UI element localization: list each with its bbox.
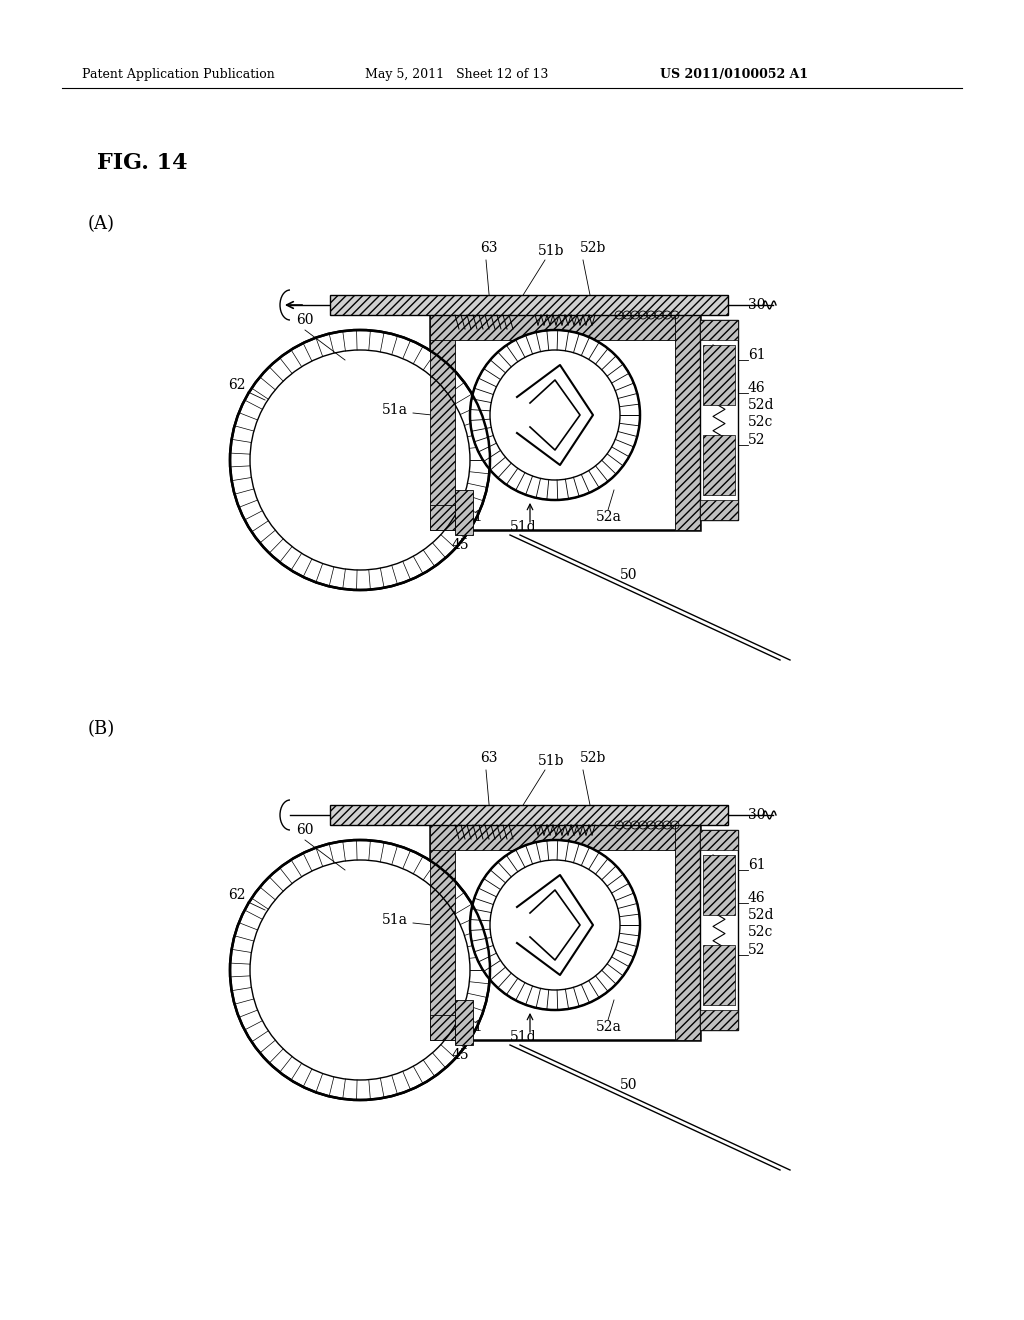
Bar <box>703 345 735 405</box>
Bar <box>675 825 700 1040</box>
Text: 46: 46 <box>748 381 766 395</box>
Text: 52d: 52d <box>748 399 774 412</box>
Text: 63: 63 <box>480 242 498 255</box>
Bar <box>675 315 700 531</box>
Text: 51a: 51a <box>382 913 408 927</box>
Text: 30: 30 <box>748 808 766 822</box>
Text: (B): (B) <box>88 719 116 738</box>
Text: 51: 51 <box>466 1020 483 1034</box>
Text: 63: 63 <box>480 751 498 766</box>
Text: 45: 45 <box>452 539 470 552</box>
Text: 52d: 52d <box>748 908 774 921</box>
Bar <box>703 855 735 915</box>
Bar <box>700 500 738 520</box>
Bar <box>430 1015 455 1040</box>
Text: 52c: 52c <box>748 925 773 939</box>
Text: 45: 45 <box>452 1048 470 1063</box>
Bar <box>430 315 700 531</box>
Text: 60: 60 <box>296 822 313 837</box>
Bar <box>330 294 728 315</box>
Bar <box>430 506 455 531</box>
Text: 62: 62 <box>228 378 246 392</box>
Bar <box>700 319 738 520</box>
Circle shape <box>230 840 490 1100</box>
Text: 51d: 51d <box>510 1030 537 1044</box>
Text: May 5, 2011   Sheet 12 of 13: May 5, 2011 Sheet 12 of 13 <box>365 69 549 81</box>
Text: 51b: 51b <box>538 754 564 768</box>
Bar <box>430 825 455 1040</box>
Circle shape <box>470 840 640 1010</box>
Text: 51a: 51a <box>382 403 408 417</box>
Bar <box>430 825 700 850</box>
Bar <box>430 825 700 1040</box>
Bar <box>703 945 735 1005</box>
Text: 52b: 52b <box>580 242 606 255</box>
Bar <box>455 490 473 535</box>
Text: 50: 50 <box>620 1078 638 1092</box>
Bar <box>455 1001 473 1045</box>
Bar <box>700 1010 738 1030</box>
Text: 52c: 52c <box>748 414 773 429</box>
Bar <box>700 319 738 341</box>
Text: (A): (A) <box>88 215 115 234</box>
Text: 51b: 51b <box>538 244 564 257</box>
Text: 52b: 52b <box>580 751 606 766</box>
Bar <box>703 436 735 495</box>
Text: 61: 61 <box>748 858 766 873</box>
Text: 30: 30 <box>748 298 766 312</box>
Bar <box>430 315 455 531</box>
Text: 60: 60 <box>296 313 313 327</box>
Text: FIG. 14: FIG. 14 <box>97 152 187 174</box>
Text: 51d: 51d <box>510 520 537 535</box>
Bar <box>330 805 728 825</box>
Text: Patent Application Publication: Patent Application Publication <box>82 69 274 81</box>
Text: 52a: 52a <box>596 510 622 524</box>
Text: 52: 52 <box>748 942 766 957</box>
Text: 46: 46 <box>748 891 766 906</box>
Circle shape <box>230 330 490 590</box>
Text: US 2011/0100052 A1: US 2011/0100052 A1 <box>660 69 808 81</box>
Circle shape <box>470 330 640 500</box>
Text: 52: 52 <box>748 433 766 447</box>
Bar <box>430 315 700 341</box>
Text: 51: 51 <box>466 510 483 524</box>
Bar <box>700 830 738 850</box>
Text: 61: 61 <box>748 348 766 362</box>
Text: 62: 62 <box>228 888 246 902</box>
Text: 50: 50 <box>620 568 638 582</box>
Bar <box>700 830 738 1030</box>
Text: 52a: 52a <box>596 1020 622 1034</box>
